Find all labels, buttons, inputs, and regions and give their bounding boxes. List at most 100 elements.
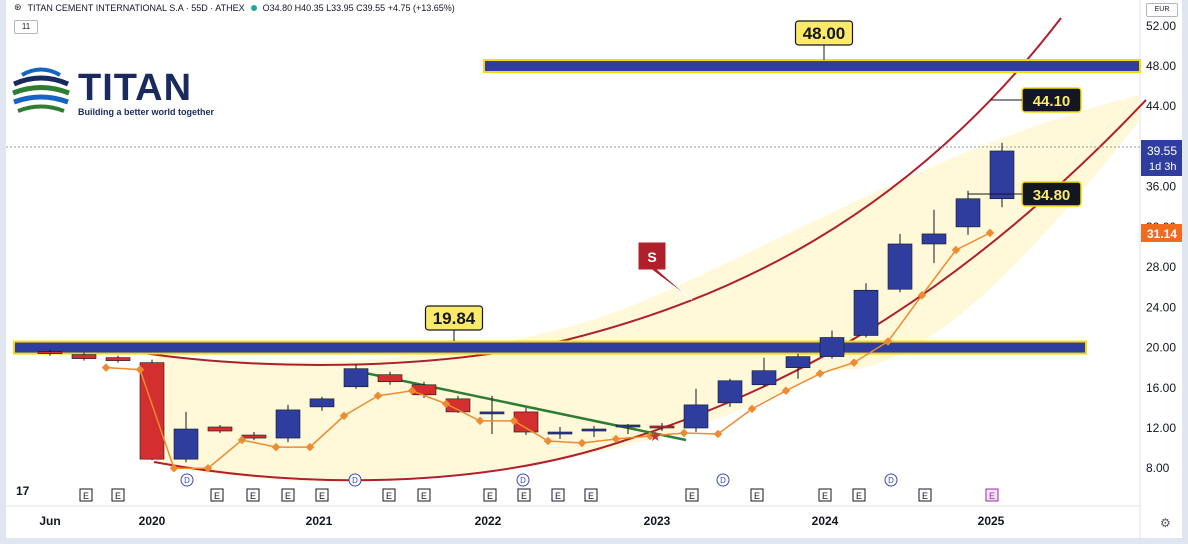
candle[interactable] (309, 398, 335, 408)
earnings-event-label: E (689, 491, 695, 501)
candle[interactable] (37, 351, 63, 354)
x-tick-label: Jun (39, 514, 60, 528)
y-tick-label: 24.00 (1146, 300, 1176, 314)
candle[interactable] (377, 374, 403, 383)
candle[interactable] (989, 150, 1015, 200)
earnings-event-marker[interactable] (483, 488, 497, 502)
indicator-marker (577, 438, 587, 448)
candle[interactable] (683, 404, 709, 429)
candle[interactable] (207, 426, 233, 432)
candle[interactable] (71, 354, 97, 359)
symbol-title[interactable]: TITAN CEMENT INTERNATIONAL S.A · 55D · A… (27, 2, 245, 13)
resistance-level-48[interactable] (483, 59, 1141, 73)
candle[interactable] (581, 428, 607, 432)
candle[interactable] (751, 370, 777, 386)
dividend-event-marker[interactable] (180, 473, 194, 487)
dividend-event-marker[interactable] (516, 473, 530, 487)
candle[interactable] (615, 424, 641, 428)
earnings-event-marker[interactable] (750, 488, 764, 502)
earnings-event-label: E (83, 491, 89, 501)
candle[interactable] (139, 362, 165, 460)
earnings-event-marker[interactable] (246, 488, 260, 502)
candle[interactable] (105, 357, 131, 361)
candle[interactable] (853, 289, 879, 336)
y-tick-label: 8.00 (1146, 461, 1170, 475)
indicator-marker (135, 365, 145, 374)
indicator-marker (883, 337, 893, 346)
interval-button[interactable]: 11 (14, 20, 38, 34)
earnings-event-marker[interactable] (417, 488, 431, 502)
dividend-event-marker[interactable] (884, 473, 898, 487)
candle[interactable] (411, 384, 437, 396)
earnings-event-marker[interactable] (852, 488, 866, 502)
descending-trendline[interactable] (350, 368, 687, 442)
earnings-event-marker[interactable] (382, 488, 396, 502)
candle[interactable] (955, 198, 981, 228)
earnings-event-marker[interactable] (281, 488, 295, 502)
indicator-marker (339, 411, 349, 421)
earnings-event-label: E (421, 491, 427, 501)
sma-price-tag[interactable] (1141, 224, 1182, 242)
upper-channel-curve[interactable] (135, 17, 1062, 366)
candle[interactable] (819, 337, 845, 357)
dividend-event-label: D (184, 476, 190, 485)
candle[interactable] (785, 356, 811, 368)
candle[interactable] (717, 380, 743, 404)
earnings-event-marker[interactable] (551, 488, 565, 502)
y-tick-label: 36.00 (1146, 180, 1176, 194)
earnings-event-marker[interactable] (210, 488, 224, 502)
candle[interactable] (343, 368, 369, 388)
earnings-event-label: E (989, 491, 995, 501)
earnings-event-marker[interactable] (79, 488, 93, 502)
candle[interactable] (173, 428, 199, 460)
earnings-event-marker[interactable] (517, 488, 531, 502)
indicator-marker (645, 431, 655, 441)
signal-callout[interactable] (637, 241, 693, 301)
y-tick-label: 52.00 (1146, 19, 1176, 33)
earnings-event-marker[interactable] (584, 488, 598, 502)
earnings-event-label: E (555, 491, 561, 501)
earnings-event-marker[interactable] (918, 488, 932, 502)
earnings-event-marker[interactable] (315, 488, 329, 502)
dividend-event-marker[interactable] (716, 473, 730, 487)
candle[interactable] (887, 243, 913, 290)
indicator-marker (679, 428, 689, 438)
earnings-event-marker[interactable] (111, 488, 125, 502)
earnings-event-label: E (285, 491, 291, 501)
currency-button[interactable]: EUR (1146, 3, 1178, 17)
chart-header: ⊛ TITAN CEMENT INTERNATIONAL S.A · 55D ·… (14, 2, 455, 13)
indicator-marker (849, 358, 859, 367)
ohlc-readout: O34.80 H40.35 L33.95 C39.55 +4.75 (+13.6… (262, 2, 455, 13)
candle[interactable] (275, 409, 301, 439)
indicator-marker (407, 386, 417, 396)
candle[interactable] (479, 411, 505, 415)
indicator-marker (101, 363, 111, 372)
last-price-tag[interactable] (1141, 140, 1182, 176)
candle[interactable] (649, 425, 675, 429)
candle[interactable] (513, 411, 539, 433)
y-tick-label: 48.00 (1146, 59, 1176, 73)
indicator-marker (237, 435, 247, 445)
gear-icon[interactable]: ⚙ (1160, 516, 1171, 530)
dividend-event-marker[interactable] (348, 473, 362, 487)
earnings-event-label: E (214, 491, 220, 501)
indicator-marker (441, 399, 451, 409)
x-tick-label: 2023 (644, 514, 671, 528)
earnings-event-label: E (250, 491, 256, 501)
earnings-event-marker[interactable] (985, 488, 999, 502)
dividend-event-label: D (352, 476, 358, 485)
candle[interactable] (547, 431, 573, 435)
support-level-20[interactable] (13, 340, 1087, 355)
earnings-event-marker[interactable] (685, 488, 699, 502)
titan-globe-icon (12, 64, 70, 122)
x-tick-label: 2022 (475, 514, 502, 528)
candle[interactable] (921, 233, 947, 245)
lower-channel-curve[interactable] (153, 99, 1147, 482)
candle[interactable] (241, 434, 267, 439)
tradingview-logo[interactable]: 17 (16, 484, 30, 498)
price-chart[interactable]: ★ 48.00 19.84 44.10 34.80 S 8.00 12.00 16.00 20.0… (6, 0, 1182, 538)
breakout-star-icon: ★ (649, 428, 662, 444)
earnings-event-marker[interactable] (818, 488, 832, 502)
y-tick-label: 12.00 (1146, 421, 1176, 435)
annotation-4410: 44.10 (1033, 93, 1071, 110)
